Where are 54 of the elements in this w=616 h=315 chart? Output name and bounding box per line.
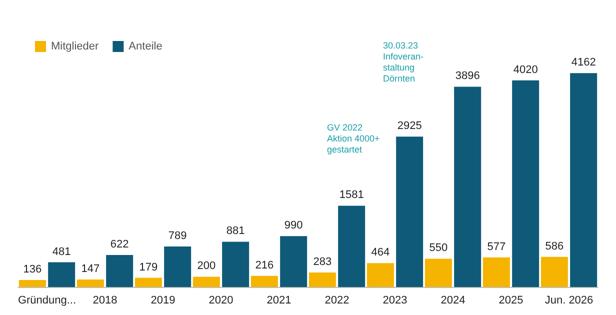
x-tick-label: 2019	[150, 294, 176, 306]
bar	[280, 236, 308, 287]
x-tick-label: Jun. 2026	[544, 294, 594, 306]
data-label: 990	[284, 220, 303, 232]
data-label: 2925	[397, 120, 422, 132]
bar	[76, 279, 104, 287]
x-tick-label: 2021	[266, 294, 292, 306]
data-label: 4162	[571, 56, 596, 69]
x-tick-label: 2024	[440, 294, 466, 306]
data-label: 3896	[455, 70, 480, 82]
data-label: 577	[487, 240, 506, 253]
bar	[308, 272, 336, 287]
data-label: 4020	[513, 64, 538, 76]
legend-label: Anteile	[128, 40, 162, 52]
x-tick-label: 2018	[92, 294, 118, 306]
bar	[512, 80, 540, 287]
annotation: GV 2022 Aktion 4000+ gestartet	[327, 122, 380, 154]
bar	[424, 258, 452, 287]
annotation: 30.03.23 Infoveran- staltung Dörnten	[383, 40, 424, 84]
bar	[250, 276, 278, 287]
bar	[222, 242, 250, 287]
x-tick-label: 2022	[324, 294, 350, 306]
data-label: 200	[197, 260, 216, 272]
data-label: 283	[313, 256, 332, 268]
data-label: 216	[255, 259, 274, 272]
data-label: 550	[429, 242, 448, 254]
bar	[192, 276, 220, 287]
data-label: 881	[226, 225, 245, 238]
x-tick-label: 2025	[498, 294, 524, 306]
bar	[134, 278, 162, 287]
data-label: 1581	[339, 189, 364, 202]
bar	[396, 136, 424, 287]
x-tick-label: 2020	[208, 294, 234, 306]
x-tick-label: 2023	[382, 294, 408, 306]
bar	[366, 263, 394, 287]
bar	[540, 256, 568, 287]
data-label: 789	[168, 230, 187, 242]
data-label: 586	[545, 240, 564, 252]
data-label: 136	[23, 264, 42, 276]
bar	[48, 262, 76, 287]
bar	[454, 86, 482, 287]
data-label: 179	[139, 261, 158, 274]
legend-label: Mitglieder	[51, 40, 100, 52]
data-label: 147	[81, 262, 100, 275]
bar	[482, 257, 510, 287]
bar	[164, 246, 192, 287]
bar	[570, 73, 598, 287]
data-label: 622	[110, 238, 129, 251]
bar	[106, 255, 134, 287]
bar	[18, 280, 46, 287]
data-label: 481	[52, 246, 71, 258]
bar	[338, 206, 366, 287]
x-tick-label: Gründung...	[18, 294, 76, 306]
data-label: 464	[371, 246, 390, 259]
